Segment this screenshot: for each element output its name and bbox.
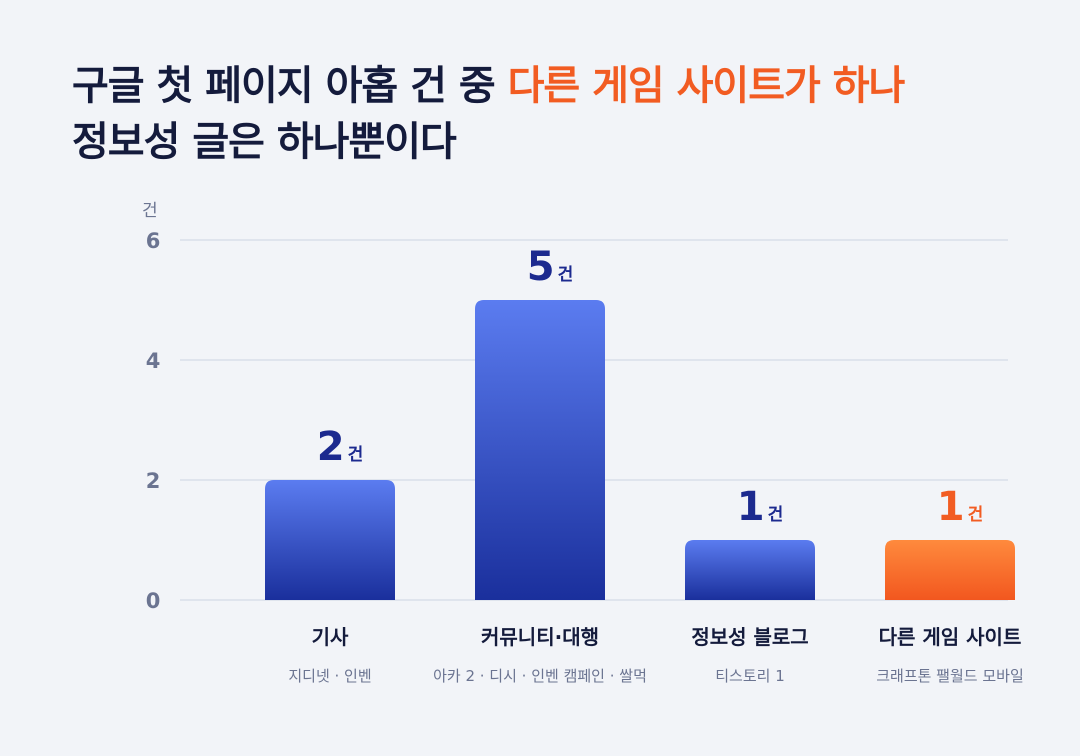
y-tick-label: 2 [146, 469, 161, 493]
bar [265, 480, 395, 600]
y-tick-label: 0 [146, 589, 161, 613]
x-tick-label: 다른 게임 사이트 [879, 625, 1022, 649]
bar [885, 540, 1015, 600]
y-axis-unit: 건 [142, 201, 158, 221]
bar [685, 540, 815, 600]
x-tick-sublabel: 티스토리 1 [715, 667, 785, 685]
x-tick-label: 커뮤니티·대행 [481, 625, 599, 649]
title-line-2: 정보성 글은 하나뿐이다 [72, 119, 457, 165]
bar [475, 300, 605, 600]
bars [265, 300, 1015, 600]
x-tick-label: 기사 [312, 625, 349, 649]
x-tick-label: 정보성 블로그 [691, 625, 808, 649]
title-accent: 다른 게임 사이트가 하나 [507, 63, 906, 109]
y-tick-label: 4 [146, 349, 161, 373]
x-tick-sublabel: 아카 2 · 디시 · 인벤 캠페인 · 쌀먹 [433, 667, 647, 685]
title-line-1: 구글 첫 페이지 아홉 건 중 다른 게임 사이트가 하나 [72, 58, 906, 114]
x-tick-sublabel: 크래프톤 팰월드 모바일 [876, 667, 1024, 685]
title-prefix: 구글 첫 페이지 아홉 건 중 [72, 63, 508, 109]
x-tick-sublabel: 지디넷 · 인벤 [288, 667, 371, 685]
y-tick-label: 6 [146, 229, 161, 253]
chart-title: 구글 첫 페이지 아홉 건 중 다른 게임 사이트가 하나 정보성 글은 하나뿐… [72, 58, 906, 170]
